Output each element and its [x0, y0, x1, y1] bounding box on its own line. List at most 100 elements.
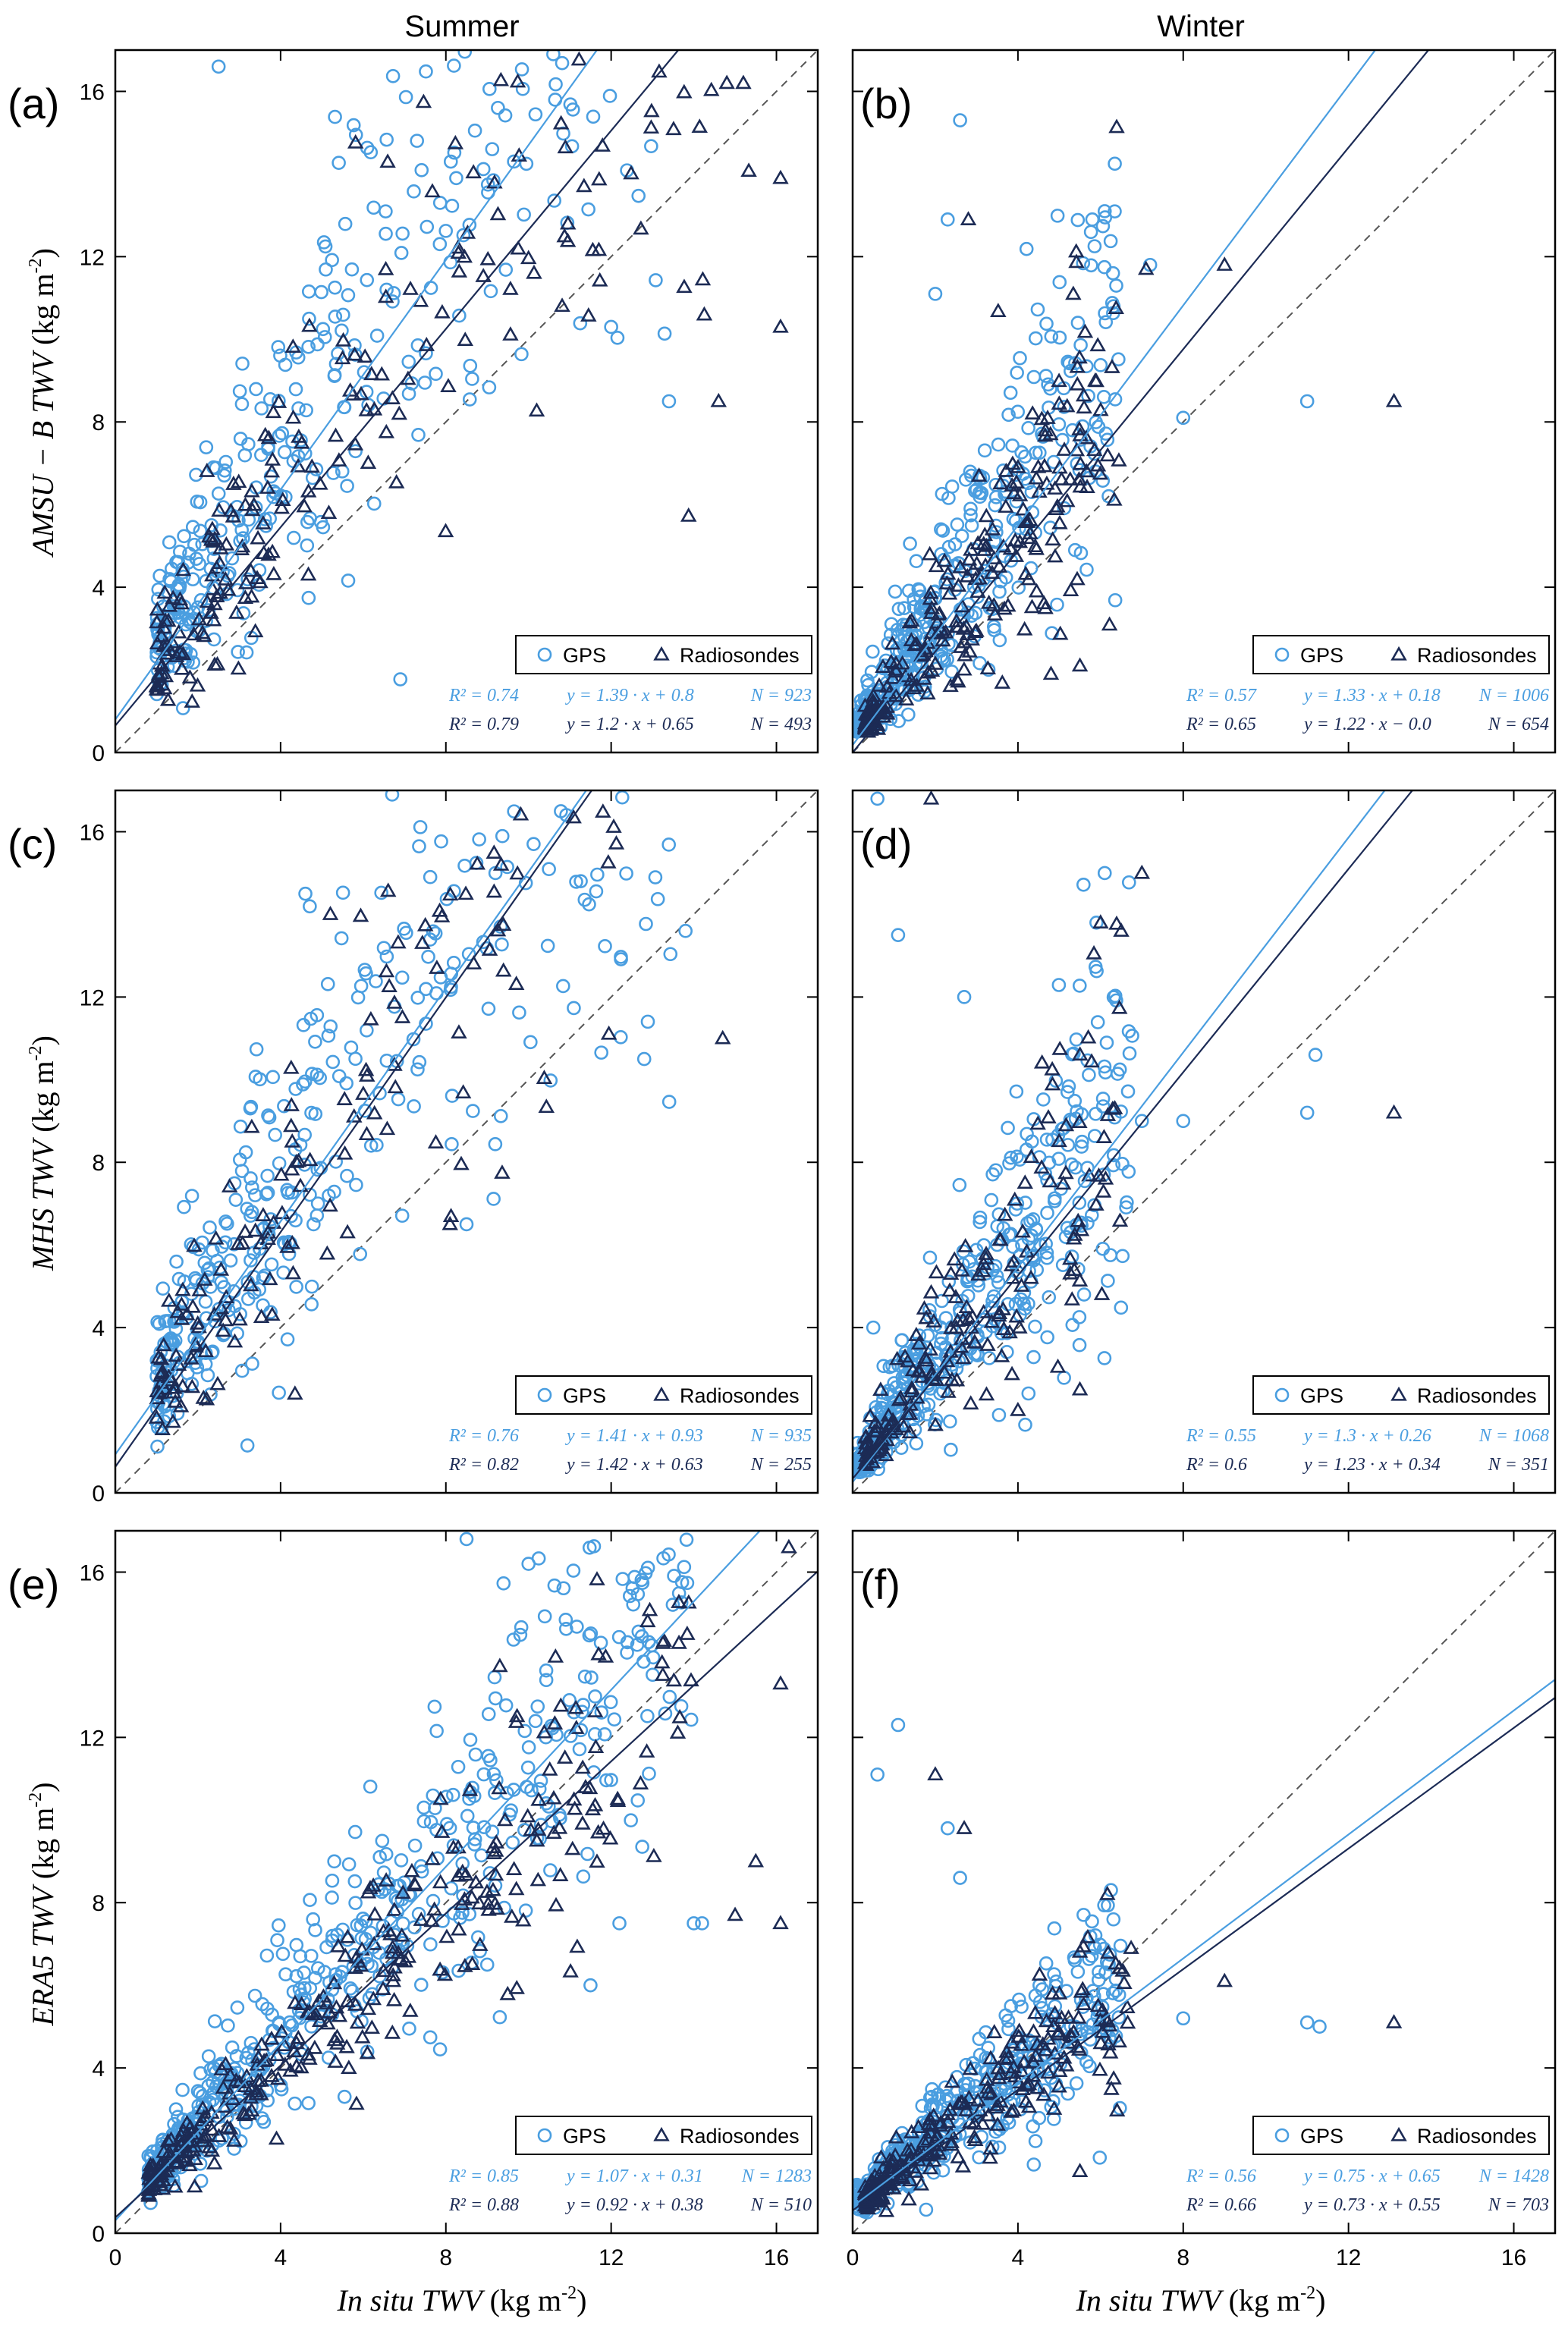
radiosonde-point	[1070, 1212, 1086, 1227]
radiosonde-point	[559, 232, 577, 247]
gps-point	[973, 489, 988, 504]
gps-point	[175, 2082, 190, 2097]
stats-fit-radiosondes: y = 1.42 · x + 0.63	[565, 1455, 703, 1475]
radiosonde-point	[982, 2149, 998, 2164]
radiosonde-point	[502, 280, 519, 295]
gps-point	[658, 1706, 673, 1721]
gps-point	[528, 1714, 543, 1729]
radiosonde-point	[1004, 2034, 1020, 2049]
radiosonde-point	[595, 803, 611, 818]
radiosonde-point	[407, 1877, 423, 1892]
radiosonde-point	[346, 346, 363, 361]
radiosonde-point	[354, 2028, 371, 2044]
radiosonde-point	[150, 1349, 167, 1364]
gps-point	[272, 1385, 286, 1400]
radiosonde-point	[457, 331, 474, 346]
radiosonde-point	[1051, 1133, 1067, 1148]
radiosonde-point	[991, 1305, 1008, 1319]
gps-point	[482, 380, 497, 394]
gps-point	[1176, 1114, 1191, 1129]
column-title-winter: Winter	[1157, 10, 1245, 43]
legend-gps-label: GPS	[563, 644, 606, 667]
gps-point	[615, 1572, 630, 1586]
radiosonde-point	[1111, 2033, 1127, 2048]
gps-point	[661, 1095, 677, 1109]
radiosonde-point	[150, 666, 168, 681]
x-tick-label: 16	[764, 2245, 789, 2270]
stats-n-radiosondes: N = 510	[750, 2195, 812, 2215]
radiosonde-point	[918, 1309, 935, 1324]
gps-point	[335, 464, 350, 479]
radiosonde-point	[208, 1230, 225, 1245]
radiosonde-point	[445, 1839, 462, 1854]
stats-n-radiosondes: N = 493	[750, 715, 812, 734]
gps-point	[193, 523, 208, 539]
radiosonde-point	[1038, 2012, 1055, 2028]
fit-line-radiosondes	[853, 1697, 1555, 2211]
radiosonde-point	[1385, 2014, 1403, 2028]
gps-point	[1032, 2110, 1047, 2125]
radiosonde-point	[1071, 1114, 1088, 1128]
gps-point	[1021, 1386, 1036, 1401]
gps-point	[486, 1192, 501, 1206]
gps-point	[262, 1110, 277, 1125]
radiosonde-point	[899, 1353, 916, 1368]
gps-point	[429, 366, 443, 382]
gps-point	[896, 621, 911, 636]
gps-point	[1026, 1349, 1041, 1365]
radiosonde-point	[1051, 459, 1068, 474]
gps-point	[1076, 877, 1091, 892]
gps-point	[221, 2018, 235, 2033]
gps-point	[1075, 1134, 1089, 1149]
y-axis-label-row2-unit: (kg m	[26, 1060, 60, 1132]
radiosonde-point	[974, 2115, 991, 2130]
radiosonde-point	[225, 476, 242, 490]
radiosonde-point	[919, 664, 937, 679]
radiosonde-point	[173, 1296, 190, 1311]
radiosonde-point	[982, 2050, 999, 2065]
gps-point	[359, 1914, 373, 1929]
gps-point	[394, 1208, 410, 1223]
radiosonde-point	[217, 1312, 234, 1327]
gps-point	[513, 1627, 528, 1642]
gps-point	[1019, 241, 1034, 256]
gps-point	[1013, 350, 1027, 366]
radiosonde-point	[1071, 1272, 1089, 1287]
gps-point	[363, 1779, 378, 1794]
gps-point	[481, 1707, 496, 1721]
gps-point	[350, 990, 366, 1005]
radiosonde-point	[1072, 455, 1089, 470]
radiosonde-point	[1051, 625, 1069, 640]
y-tick-label: 12	[80, 985, 105, 1010]
gps-point	[407, 1838, 423, 1853]
gps-point	[986, 619, 1001, 634]
radiosonde-point	[255, 515, 272, 529]
gps-point	[275, 1946, 291, 1962]
gps-point	[1039, 1133, 1054, 1147]
radiosonde-point	[174, 561, 192, 577]
radiosonde-point	[209, 655, 226, 671]
radiosonde-point	[206, 2155, 223, 2169]
radiosonde-point	[929, 2141, 946, 2157]
gps-point	[278, 489, 293, 504]
gps-point	[268, 1127, 282, 1142]
radiosonde-point	[551, 1819, 568, 1834]
radiosonde-point	[322, 1197, 338, 1212]
radiosonde-point	[641, 1601, 658, 1617]
gps-point	[240, 1438, 255, 1453]
gps-point	[462, 1907, 477, 1921]
gps-point	[640, 1708, 655, 1723]
radiosonde-point	[671, 1708, 688, 1723]
radiosonde-point	[883, 2154, 900, 2169]
radiosonde-point	[149, 601, 166, 616]
gps-point	[891, 1717, 906, 1733]
radiosonde-point	[998, 498, 1014, 513]
radiosonde-point	[218, 536, 235, 551]
gps-point	[254, 448, 269, 463]
gps-point	[297, 1074, 313, 1089]
radiosonde-point	[355, 1086, 372, 1100]
gps-point	[944, 479, 960, 494]
radiosonde-point	[960, 211, 977, 226]
radiosonde-point	[1092, 2034, 1109, 2050]
gps-point	[465, 372, 479, 386]
